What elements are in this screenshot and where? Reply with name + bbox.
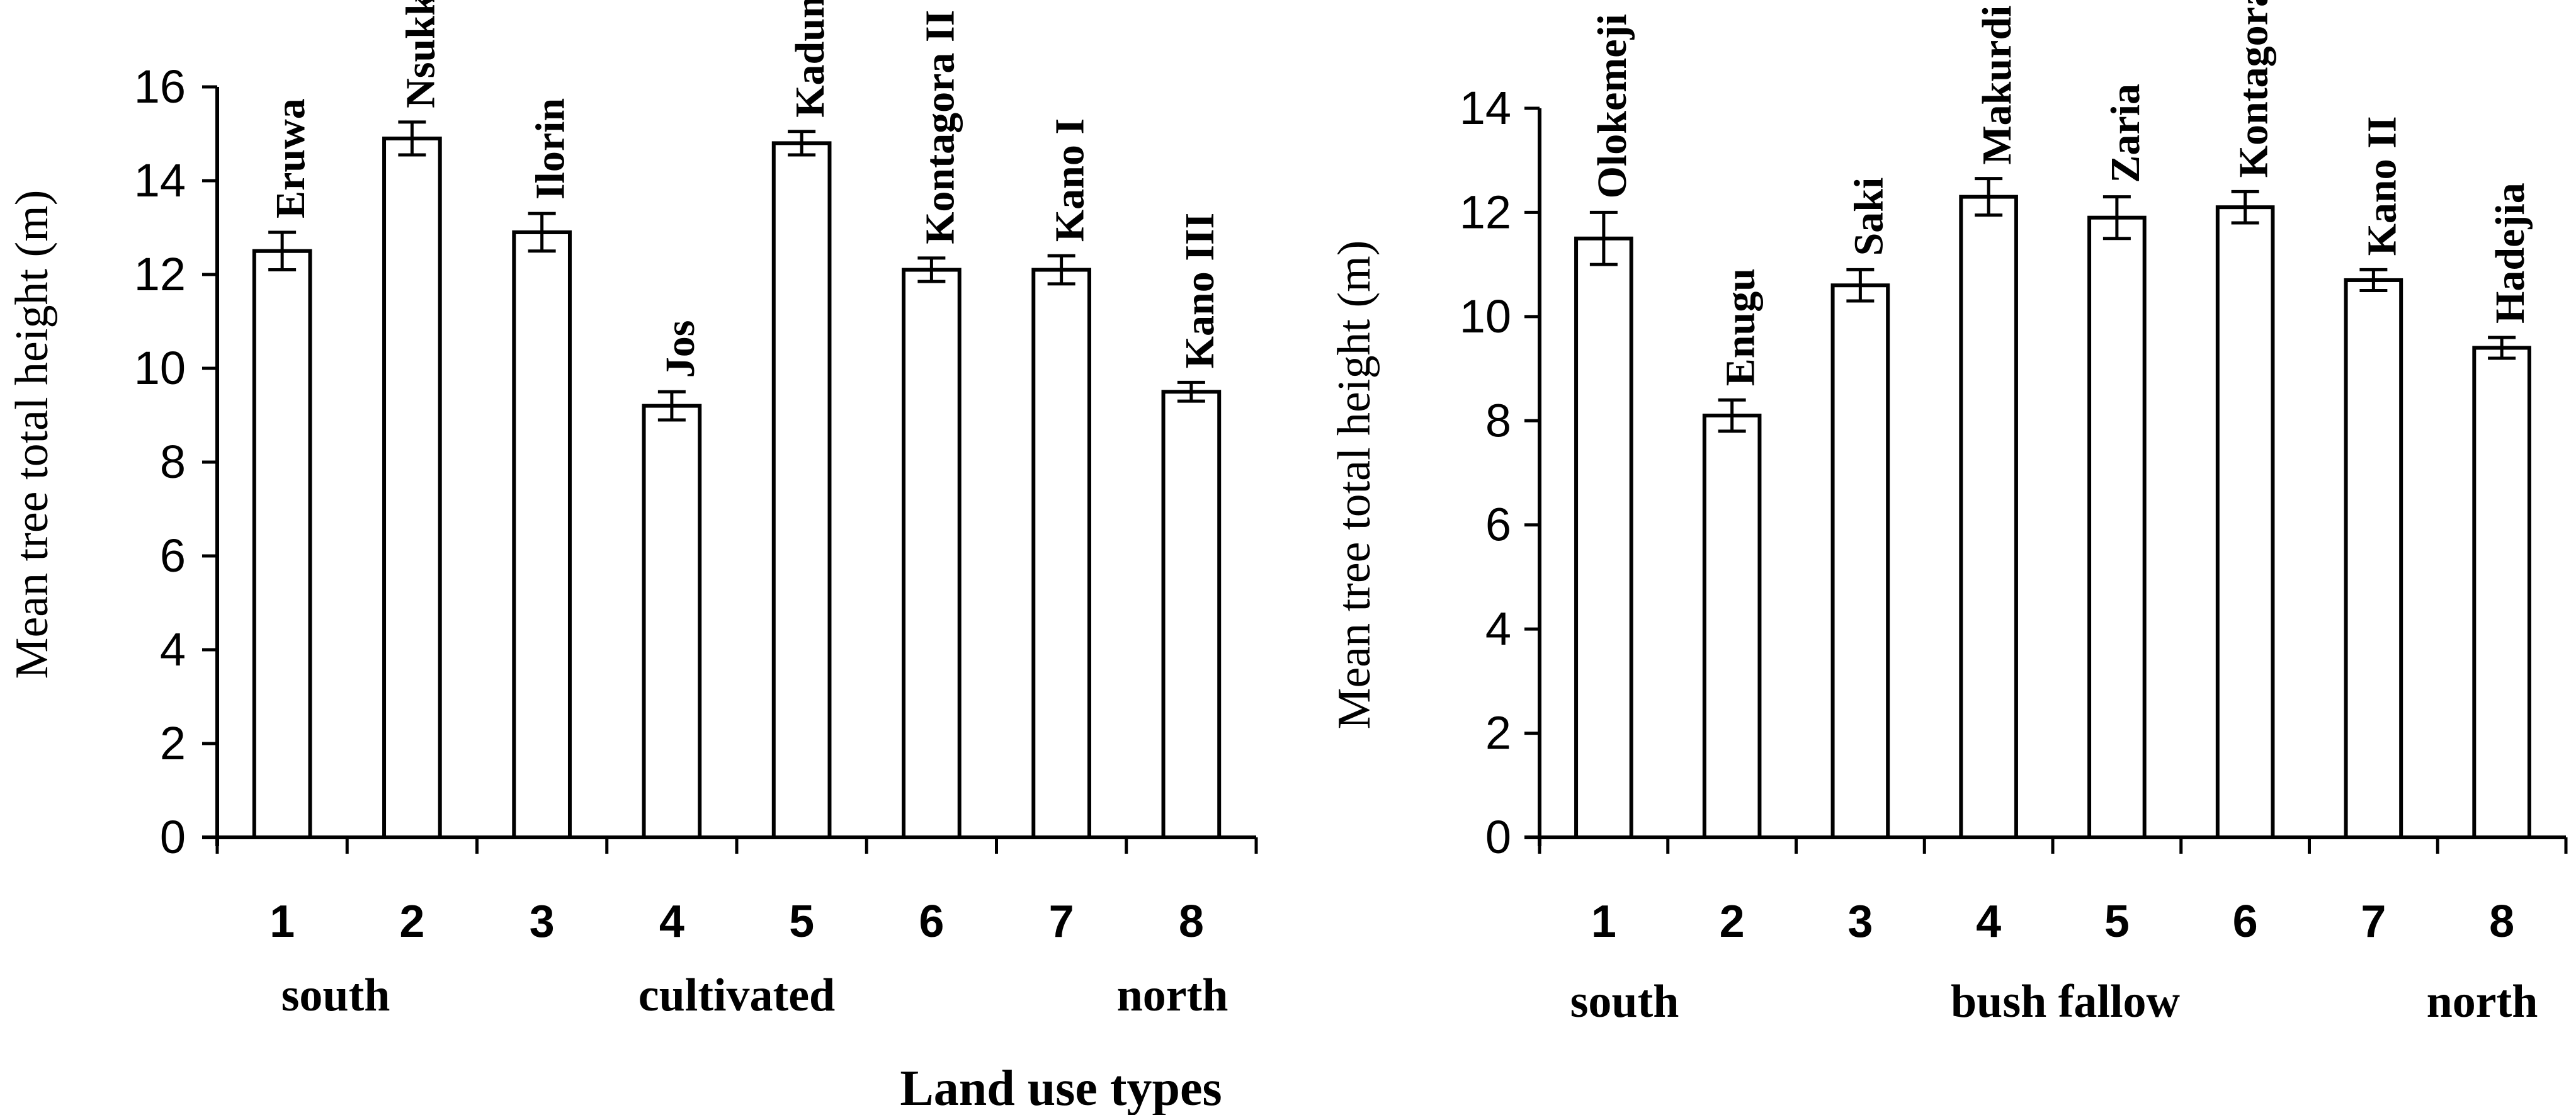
x-axis-label: Land use types xyxy=(900,1061,1222,1115)
x-tick-label: 8 xyxy=(1179,897,1204,947)
group-label-center: cultivated xyxy=(638,970,835,1021)
bar xyxy=(1161,390,1222,839)
bar xyxy=(642,404,702,839)
bar xyxy=(1959,195,2018,840)
x-tick-label: 6 xyxy=(2233,897,2258,947)
x-tick-label: 2 xyxy=(1720,897,1745,947)
site-label: Ilorin xyxy=(528,98,574,200)
x-tick-label: 6 xyxy=(919,897,944,947)
y-tick-label: 4 xyxy=(160,623,186,676)
x-tick-label: 3 xyxy=(1847,897,1873,947)
x-tick-label: 5 xyxy=(2104,897,2130,947)
y-tick-label: 14 xyxy=(1460,82,1511,134)
x-tick-label: 8 xyxy=(2489,897,2514,947)
y-tick-label: 2 xyxy=(160,717,186,769)
site-label: Eruwa xyxy=(268,98,314,218)
bar xyxy=(1574,236,1633,839)
group-label-right: north xyxy=(2427,976,2538,1027)
site-label: Kano II xyxy=(2359,116,2405,256)
bar xyxy=(1031,268,1091,839)
y-tick-label: 10 xyxy=(1460,290,1511,342)
y-axis-label: Mean tree total height (m) xyxy=(6,190,58,679)
group-label-left: south xyxy=(1570,976,1679,1027)
bar xyxy=(252,249,312,839)
site-label: Kano III xyxy=(1177,213,1223,369)
y-tick-label: 12 xyxy=(134,248,186,300)
y-tick-label: 2 xyxy=(1485,707,1511,759)
bar xyxy=(2215,205,2275,839)
bar xyxy=(1702,414,1762,839)
x-tick-label: 5 xyxy=(789,897,814,947)
y-tick-label: 0 xyxy=(1485,811,1511,863)
x-tick-label: 7 xyxy=(2361,897,2386,947)
group-label-center: bush fallow xyxy=(1951,976,2181,1027)
site-label: Saki xyxy=(1846,178,1892,256)
chart-cultivated: 0 2 4 6 8 10 12 14 16 1 Eruwa 2 Nsukka 3 Ilorin 4 Jos 5 Ka… xyxy=(6,0,1258,1115)
group-label-right: north xyxy=(1117,970,1228,1021)
bar xyxy=(902,268,962,839)
bar xyxy=(2472,346,2531,839)
y-tick-label: 6 xyxy=(160,529,186,582)
site-label: Enugu xyxy=(1718,268,1764,386)
site-label: Kontagora I xyxy=(2231,0,2277,178)
y-tick-label: 6 xyxy=(1485,499,1511,551)
y-tick-label: 16 xyxy=(134,60,186,113)
bar xyxy=(512,230,572,839)
y-tick-label: 14 xyxy=(134,154,186,207)
bar xyxy=(771,141,832,839)
site-label: Hadejia xyxy=(2487,183,2533,324)
y-tick-label: 8 xyxy=(160,436,186,488)
x-tick-label: 2 xyxy=(399,897,424,947)
y-tick-label: 12 xyxy=(1460,186,1511,238)
chart-bush-fallow: 0 2 4 6 8 10 12 14 1 Olokemeji 2 Enugu 3 Saki 4 Makurdi… xyxy=(1329,0,2568,1027)
group-label-left: south xyxy=(281,970,390,1021)
y-tick-label: 10 xyxy=(134,342,186,394)
site-label: Kontagora II xyxy=(917,10,963,244)
y-tick-label: 8 xyxy=(1485,394,1511,446)
site-label: Jos xyxy=(657,320,703,378)
x-tick-label: 1 xyxy=(270,897,295,947)
y-tick-label: 4 xyxy=(1485,603,1511,655)
bar xyxy=(382,136,442,840)
site-label: Olokemeji xyxy=(1589,14,1635,198)
site-label: Nsukka xyxy=(397,0,443,108)
x-tick-label: 1 xyxy=(1591,897,1616,947)
x-tick-label: 7 xyxy=(1049,897,1074,947)
y-tick-label: 0 xyxy=(160,811,186,863)
site-label: Zaria xyxy=(2102,84,2148,183)
bar xyxy=(1830,283,1890,839)
bar xyxy=(2087,215,2147,839)
y-axis-label: Mean tree total height (m) xyxy=(1329,241,1380,730)
x-tick-label: 4 xyxy=(659,897,684,947)
x-tick-label: 3 xyxy=(530,897,555,947)
site-label: Makurdi xyxy=(1974,6,2020,165)
site-label: Kaduna xyxy=(787,0,833,118)
x-tick-label: 4 xyxy=(1976,897,2001,947)
site-label: Kano I xyxy=(1047,118,1093,242)
bar xyxy=(2344,278,2403,839)
